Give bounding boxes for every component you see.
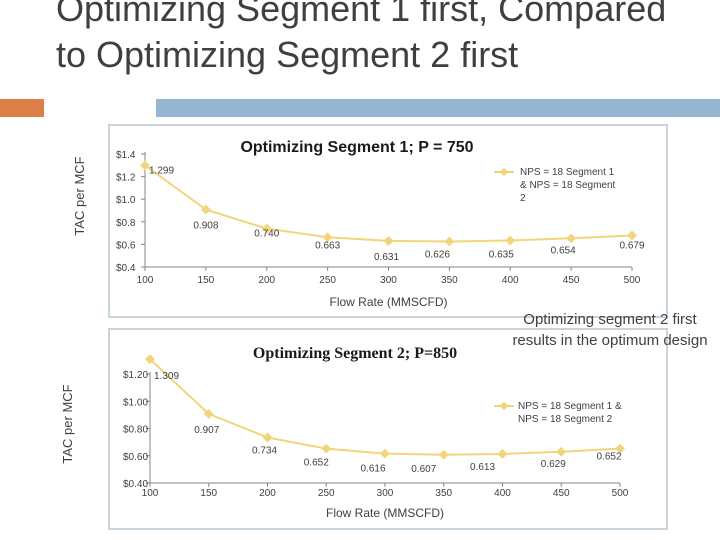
chart-1-data-label: 0.679: [619, 240, 644, 251]
chart-1-title: Optimizing Segment 1; P = 750: [240, 139, 473, 156]
chart-2-data-point: [262, 432, 273, 443]
conclusion-note: Optimizing segment 2 first results in th…: [512, 311, 708, 349]
chart-2-x-tick-label: 450: [553, 488, 570, 499]
chart-1-x-tick-label: 350: [441, 275, 458, 286]
chart-1-legend-label: NPS = 18 Segment 1 & NPS = 18 Segment 2: [520, 167, 616, 204]
chart-1-y-tick-label: $0.8: [116, 218, 136, 229]
chart-2-x-tick-label: 150: [200, 488, 217, 499]
chart-1-y-tick-label: $0.6: [116, 240, 136, 251]
chart-1-data-label: 0.626: [425, 249, 450, 260]
chart-1-data-label: 0.635: [489, 249, 514, 260]
chart-2-y-axis-label: TAC per MCF: [60, 384, 75, 463]
chart-1-x-tick-label: 450: [563, 275, 580, 286]
accent-bar-orange: [0, 99, 44, 117]
chart-1-x-tick-label: 300: [380, 275, 397, 286]
chart-2-data-label: 0.907: [194, 425, 219, 436]
chart-1-data-label: 0.908: [193, 221, 218, 232]
chart-2-data-label: 0.652: [596, 452, 621, 463]
chart-1-data-label: 0.631: [374, 252, 399, 263]
chart-1-data-point: [566, 233, 577, 244]
chart-1-data-point: [383, 235, 394, 246]
chart-1-frame: [108, 124, 668, 318]
chart-1-data-label: 0.740: [254, 229, 279, 240]
chart-1-y-tick-label: $1.2: [116, 173, 136, 184]
chart-1-y-axis-label: TAC per MCF: [72, 156, 87, 235]
chart-1-data-label: 1.299: [149, 165, 174, 176]
chart-1-x-tick-label: 400: [502, 275, 519, 286]
chart-2-x-tick-label: 250: [318, 488, 335, 499]
chart-1-legend-marker: [499, 167, 509, 177]
chart-2-data-label: 0.613: [470, 462, 495, 473]
chart-2-frame: [108, 328, 668, 530]
chart-1-data-point: [627, 230, 637, 241]
chart-2-y-tick-label: $0.80: [123, 425, 148, 436]
slide-title: Optimizing Segment 1 first, Compared to …: [56, 0, 667, 75]
chart-2-data-label: 0.652: [304, 458, 329, 469]
chart-2-x-tick-label: 300: [377, 488, 394, 499]
chart-1-x-tick-label: 500: [624, 275, 641, 286]
chart-1-data-point: [444, 236, 455, 247]
chart-1-y-tick-label: $1.0: [116, 195, 136, 206]
chart-2-y-tick-label: $1.00: [123, 397, 148, 408]
chart-2-y-tick-label: $0.60: [123, 452, 148, 463]
chart-2-data-point: [321, 443, 332, 454]
chart-2-x-tick-label: 500: [612, 488, 629, 499]
chart-2-y-tick-label: $1.20: [123, 370, 148, 381]
chart-1-x-tick-label: 250: [319, 275, 336, 286]
chart-2-data-point: [497, 449, 508, 459]
chart-2-data-label: 0.629: [541, 459, 566, 470]
chart-1-data-label: 0.663: [315, 240, 340, 251]
chart-1-data-label: 0.654: [551, 245, 576, 256]
chart-2-data-point: [380, 448, 390, 459]
chart-1-x-tick-label: 200: [258, 275, 275, 286]
chart-2-x-axis-label: Flow Rate (MMSCFD): [326, 506, 444, 520]
chart-2-data-label: 1.309: [154, 371, 179, 382]
chart-2-x-tick-label: 200: [259, 488, 276, 499]
chart-2-data-label: 0.607: [411, 464, 436, 475]
chart-1-y-tick-label: $1.4: [116, 150, 136, 161]
chart-1-x-axis-label: Flow Rate (MMSCFD): [329, 295, 447, 309]
chart-2-y-tick-label: $0.40: [123, 479, 148, 490]
chart-1-data-point: [505, 235, 516, 246]
accent-bar-blue: [156, 99, 720, 117]
chart-1-data-point: [200, 204, 211, 215]
chart-1-data-point: [140, 160, 150, 171]
chart-2-x-tick-label: 350: [435, 488, 452, 499]
chart-1-x-tick-label: 100: [137, 275, 154, 286]
chart-2-data-label: 0.616: [360, 464, 385, 475]
chart-2-data-point: [438, 449, 449, 460]
chart-1-data-point: [322, 232, 333, 243]
chart-2-data-label: 0.734: [252, 445, 277, 456]
chart-1-data-point: [261, 223, 272, 234]
chart-2-data-point: [556, 446, 567, 457]
chart-2-series-line: [149, 358, 621, 456]
chart-2-x-tick-label: 400: [494, 488, 511, 499]
chart-2-data-point: [203, 408, 214, 419]
chart-2-legend-label: NPS = 18 Segment 1 & NPS = 18 Segment 2: [518, 401, 622, 425]
chart-1-y-tick-label: $0.4: [116, 263, 136, 274]
chart-2-title: Optimizing Segment 2; P=850: [253, 345, 457, 362]
chart-1-x-tick-label: 150: [198, 275, 215, 286]
chart-2-x-tick-label: 100: [142, 488, 159, 499]
chart-2-data-point: [615, 443, 625, 454]
chart-2-data-point: [145, 354, 155, 365]
chart-2-legend-marker: [499, 401, 509, 411]
